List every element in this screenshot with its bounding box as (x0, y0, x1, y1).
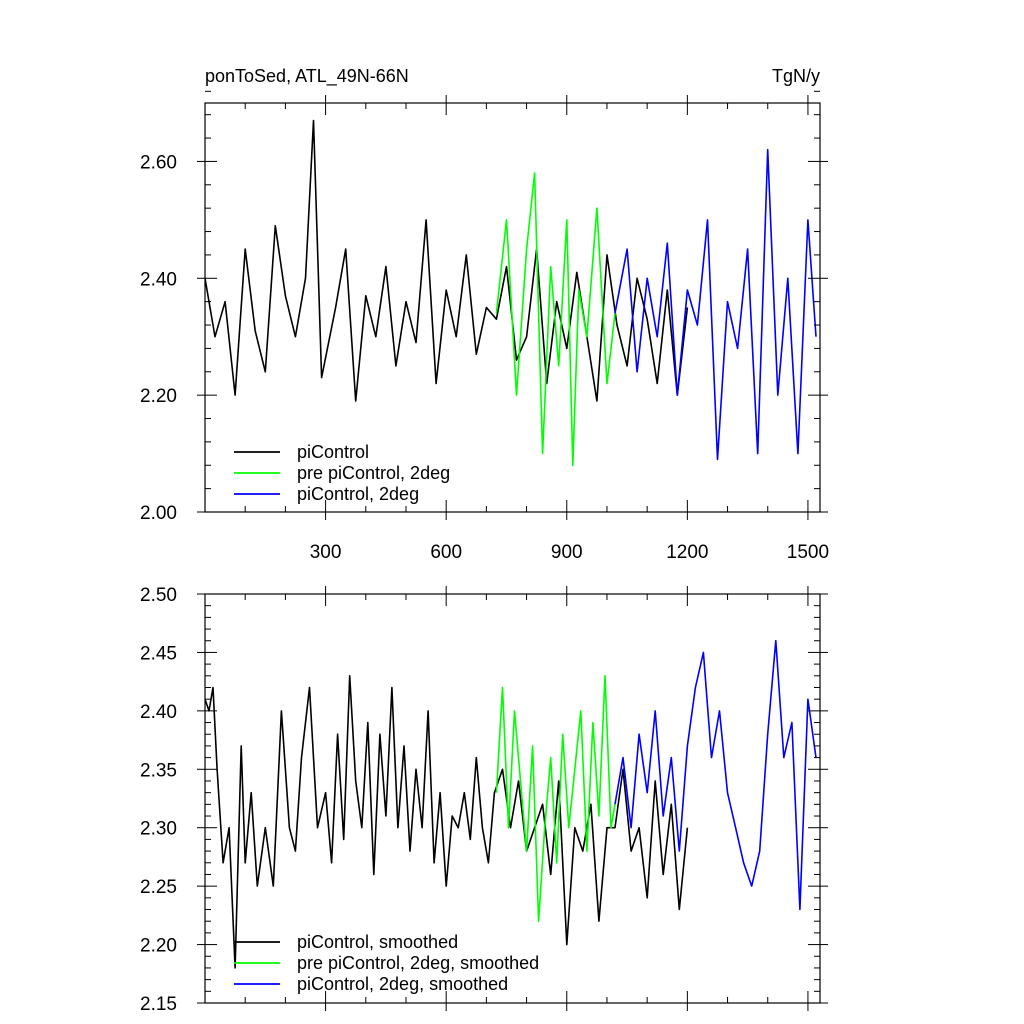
legend-label-2: piControl, 2deg (297, 484, 419, 504)
y-tick-label: 2.50 (140, 585, 177, 606)
x-tick-label: 1200 (666, 542, 708, 563)
series-line-1 (495, 172, 616, 467)
legend-label-0: piControl (297, 442, 369, 462)
y-tick-label: 2.20 (140, 386, 177, 407)
legend-label-2: piControl, 2deg, smoothed (297, 974, 508, 994)
y-tick-label: 2.25 (140, 877, 177, 898)
series-line-0 (205, 674, 689, 969)
legend-label-1: pre piControl, 2deg, smoothed (297, 953, 539, 973)
y-tick-label: 2.35 (140, 760, 177, 781)
bottom-panel: 2.15 2.20 2.25 2.30 2.35 2.40 2.45 2.50 piContro… (140, 585, 828, 1015)
y-tick-label: 2.40 (140, 702, 177, 723)
legend-label-1: pre piControl, 2deg (297, 463, 450, 483)
series-line-1 (495, 674, 616, 923)
y-tick-label: 2.40 (140, 269, 177, 290)
chart-units: TgN/y (772, 66, 820, 86)
x-tick-label: 1500 (787, 542, 829, 563)
x-tick-label: 900 (551, 542, 583, 563)
series-line-2 (614, 639, 817, 911)
top-panel: 300 600 900 1200 1500 2.00 2.20 2.40 2.60 piContr… (140, 90, 829, 563)
plot-frame (204, 102, 821, 513)
series-group (205, 639, 817, 969)
series-line-2 (614, 148, 817, 461)
series-group (205, 119, 817, 467)
y-tick-label: 2.60 (140, 152, 177, 173)
legend-label-0: piControl, smoothed (297, 932, 458, 952)
plot-frame (204, 593, 821, 1004)
x-tick-label: 600 (430, 542, 462, 563)
y-tick-label: 2.45 (140, 643, 177, 664)
chart-title: ponToSed, ATL_49N-66N (205, 66, 409, 87)
y-tick-label: 2.00 (140, 503, 177, 524)
y-tick-label: 2.20 (140, 936, 177, 957)
x-tick-label: 300 (310, 542, 342, 563)
y-tick-label: 2.15 (140, 994, 177, 1015)
series-line-0 (205, 119, 689, 402)
y-tick-label: 2.30 (140, 819, 177, 840)
